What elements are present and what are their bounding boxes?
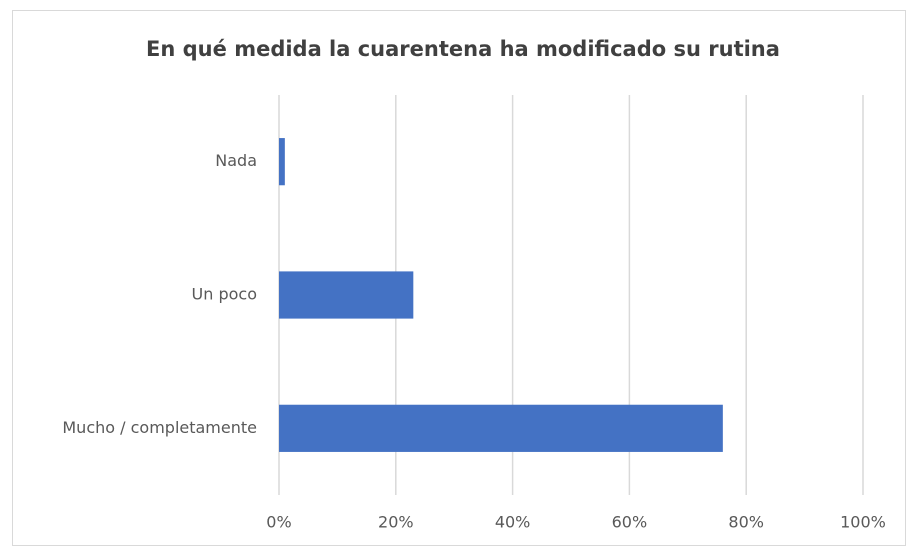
bar <box>279 404 723 452</box>
x-tick-label: 0% <box>266 513 291 532</box>
y-tick-label: Mucho / completamente <box>62 418 257 437</box>
bar <box>279 271 414 319</box>
x-tick-label: 80% <box>728 513 764 532</box>
x-tick-label: 40% <box>495 513 531 532</box>
x-tick-label: 100% <box>840 513 886 532</box>
x-tick-label: 60% <box>612 513 648 532</box>
chart-title: En qué medida la cuarentena ha modificad… <box>146 37 780 61</box>
x-tick-label: 20% <box>378 513 414 532</box>
chart-border <box>12 10 906 546</box>
y-tick-label: Un poco <box>192 285 257 304</box>
bar <box>279 138 285 186</box>
y-tick-label: Nada <box>215 151 257 170</box>
